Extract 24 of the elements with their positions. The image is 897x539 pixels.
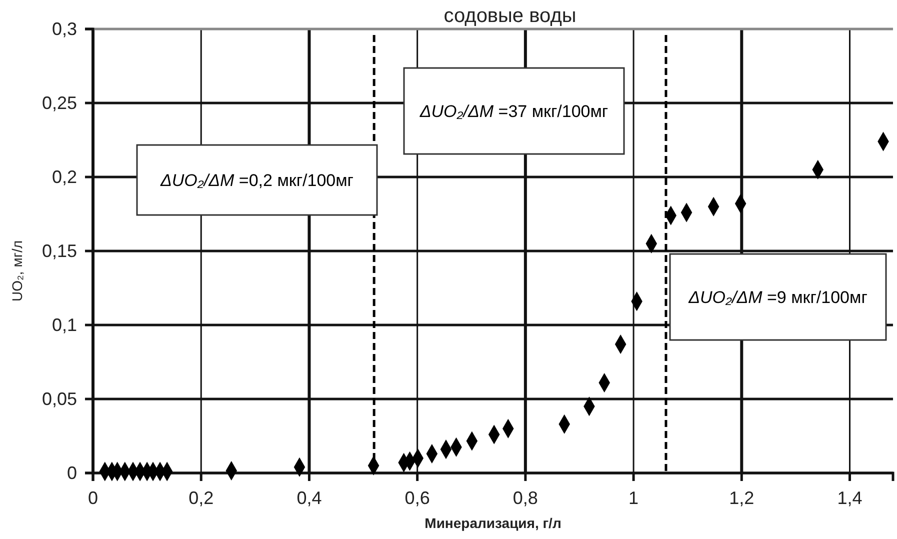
text-box: ΔUO₂/ΔM =0,2 мкг/100мг	[136, 144, 378, 216]
y-tick-label: 0	[66, 462, 77, 483]
y-tick-label: 0,1	[52, 314, 77, 335]
y-tick-label: 0,05	[42, 388, 77, 409]
x-tick-label: 0	[88, 488, 98, 508]
y-tick-label: 0,15	[42, 240, 77, 261]
text-box: ΔUO₂/ΔM =37 мкг/100мг	[403, 67, 625, 155]
text-box: ΔUO₂/ΔM =9 мкг/100мг	[669, 253, 887, 341]
x-tick-label: 0,8	[512, 488, 538, 508]
x-tick-label: 0,6	[404, 488, 430, 508]
x-tick-label: 1,2	[729, 488, 754, 508]
x-tick-label: 1	[628, 488, 639, 508]
chart-title: содовые воды	[444, 5, 576, 27]
annotation: ΔUO₂/ΔM =0,2 мкг/100мг	[160, 171, 354, 190]
y-tick-label: 0,2	[52, 166, 77, 187]
annotation: ΔUO₂/ΔM =37 мкг/100мг	[418, 102, 608, 121]
x-tick-label: 1,4	[837, 488, 862, 508]
y-tick-label: 0,3	[52, 18, 77, 39]
x-tick-label: 0,2	[188, 488, 214, 508]
y-tick-label: 0,25	[42, 92, 77, 113]
x-tick-label: 0,4	[296, 488, 322, 508]
annotation: ΔUO₂/ΔM =9 мкг/100мг	[688, 288, 868, 307]
x-axis-title: Минерализация, г/л	[424, 515, 562, 531]
y-axis-title: UO₂, мг/л	[9, 240, 25, 302]
